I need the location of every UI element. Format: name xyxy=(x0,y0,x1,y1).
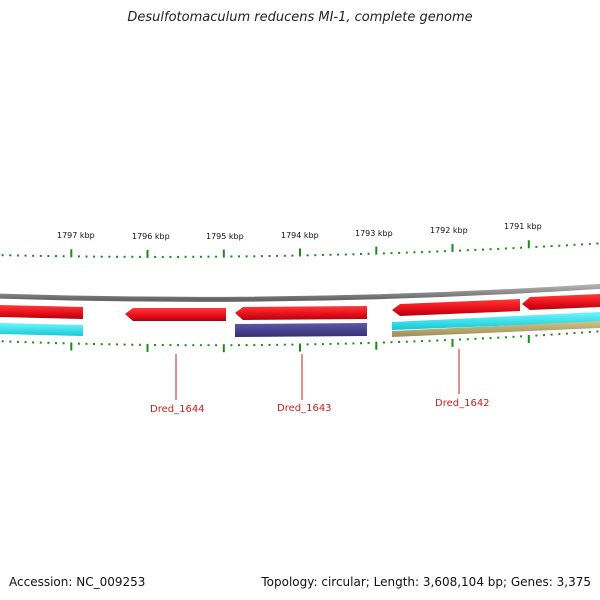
feature-block[interactable] xyxy=(0,323,83,336)
scale-label: 1791 kbp xyxy=(504,222,542,231)
gene-arrow[interactable] xyxy=(125,308,226,321)
gene-arrow[interactable] xyxy=(522,294,600,310)
scale-label: 1796 kbp xyxy=(132,232,170,241)
gene-arrow[interactable] xyxy=(392,299,520,316)
gene-arrow[interactable] xyxy=(0,305,83,319)
map-title: Desulfotomaculum reducens MI-1, complete… xyxy=(127,10,473,25)
gene-label[interactable]: Dred_1644 xyxy=(150,404,205,415)
scale-label: 1795 kbp xyxy=(206,232,244,241)
gene-label[interactable]: Dred_1643 xyxy=(277,403,332,414)
gene-track-red xyxy=(0,294,600,321)
scale-label: 1794 kbp xyxy=(281,231,319,240)
gene-track-cyan xyxy=(0,312,600,336)
gene-arrow[interactable] xyxy=(235,306,367,320)
scale-label: 1797 kbp xyxy=(57,231,95,240)
genome-backbone xyxy=(0,283,600,302)
upper-tick-ring xyxy=(1,240,599,258)
feature-block-purple[interactable] xyxy=(235,323,367,337)
scale-label: 1793 kbp xyxy=(355,229,393,238)
feature-block-olive[interactable] xyxy=(392,321,600,337)
feature-block[interactable] xyxy=(392,312,600,330)
accession-text: Accession: NC_009253 xyxy=(9,575,146,589)
scale-label: 1792 kbp xyxy=(430,226,468,235)
lower-tick-ring xyxy=(1,330,599,353)
gene-label[interactable]: Dred_1642 xyxy=(435,398,490,409)
genome-summary-text: Topology: circular; Length: 3,608,104 bp… xyxy=(261,575,591,589)
